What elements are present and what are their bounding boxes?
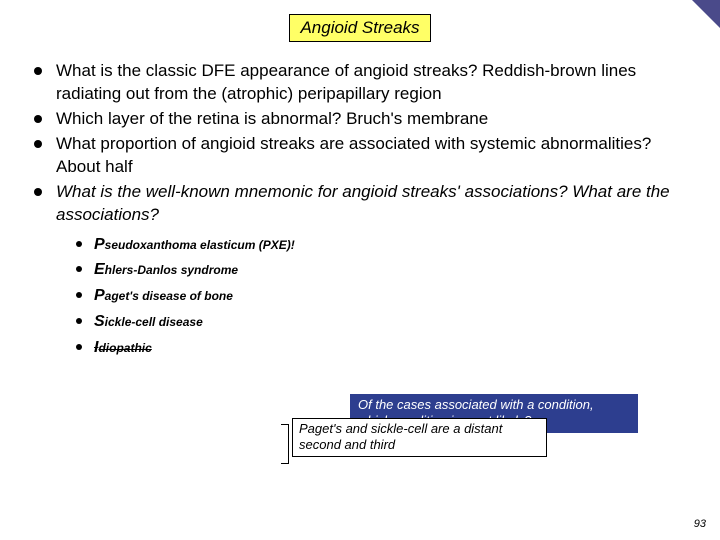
sub-1-letter: P <box>94 236 105 253</box>
slide-title: Angioid Streaks <box>289 14 430 42</box>
sub-4-letter: S <box>94 313 105 330</box>
sub-1-text: seudoxanthoma elasticum (PXE)! <box>105 238 295 252</box>
sub-2-letter: E <box>94 261 105 278</box>
bullet-3: What proportion of angioid streaks are a… <box>30 133 690 179</box>
page-number: 93 <box>694 518 706 530</box>
sub-4: Sickle-cell disease <box>72 310 690 335</box>
bullet-4: What is the well-known mnemonic for angi… <box>30 181 690 361</box>
sub-5-text: diopathic <box>98 341 151 355</box>
whitebox-line1: Paget's and sickle-cell are a distant <box>299 421 540 437</box>
sub-5: Idiopathic <box>72 336 690 361</box>
bullet-2: Which layer of the retina is abnormal? B… <box>30 108 690 131</box>
content-area: What is the classic DFE appearance of an… <box>0 42 720 361</box>
sub-3: Paget's disease of bone <box>72 284 690 309</box>
whitebox-line2: second and third <box>299 437 540 453</box>
sub-2-text: hlers-Danlos syndrome <box>105 263 238 277</box>
bullet-1: What is the classic DFE appearance of an… <box>30 60 690 106</box>
sub-4-text: ickle-cell disease <box>105 315 203 329</box>
sub-1: Pseudoxanthoma elasticum (PXE)! <box>72 233 690 258</box>
bullet-4-q: What is the well-known mnemonic for angi… <box>56 182 670 224</box>
sub-3-text: aget's disease of bone <box>105 289 233 303</box>
bluebox-line1: Of the cases associated with a condition… <box>358 397 630 413</box>
sub-2: Ehlers-Danlos syndrome <box>72 258 690 283</box>
title-container: Angioid Streaks <box>0 0 720 42</box>
main-bullet-list: What is the classic DFE appearance of an… <box>30 60 690 361</box>
grouping-bracket <box>281 424 289 464</box>
sub-3-letter: P <box>94 287 105 304</box>
sub-bullet-list: Pseudoxanthoma elasticum (PXE)! Ehlers-D… <box>72 233 690 361</box>
answer-callout: Paget's and sickle-cell are a distant se… <box>292 418 547 457</box>
corner-accent <box>692 0 720 28</box>
